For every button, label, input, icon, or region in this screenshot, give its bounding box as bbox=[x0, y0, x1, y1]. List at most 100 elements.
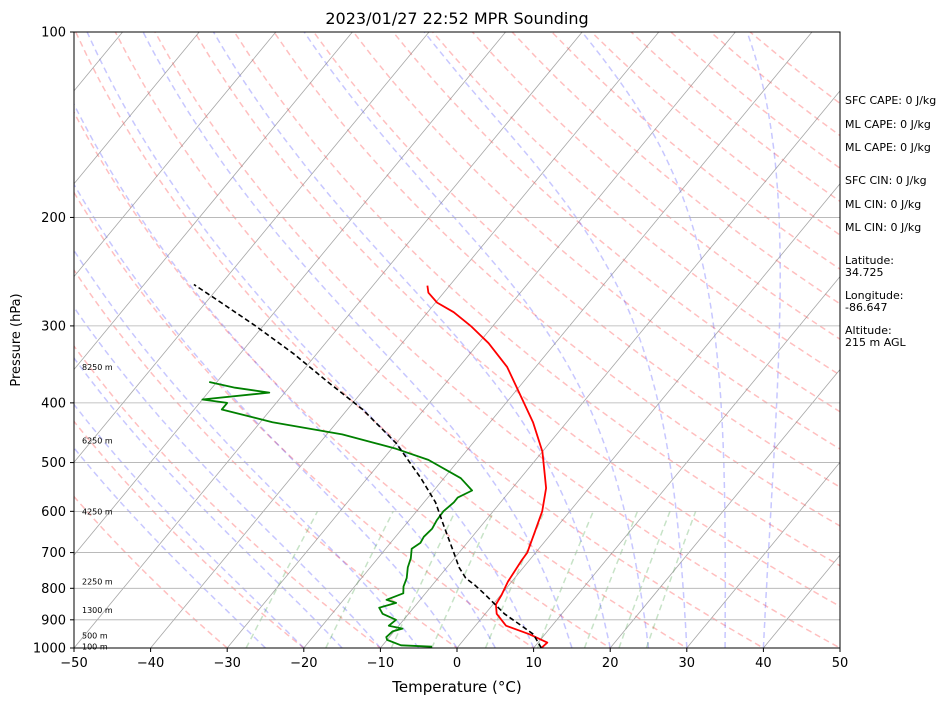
mixing-ratio-line bbox=[245, 510, 319, 648]
y-tick-label: 100 bbox=[41, 26, 66, 41]
height-label: 6250 m bbox=[82, 436, 113, 445]
x-tick-label: 10 bbox=[525, 656, 542, 671]
y-tick-label: 300 bbox=[41, 319, 66, 334]
height-label: 8250 m bbox=[82, 363, 113, 372]
ml-cape-text-2: ML CAPE: 0 J/kg bbox=[845, 141, 931, 154]
y-axis: 100 200 300 400 500 600 700 800 900 1000 bbox=[33, 26, 74, 657]
series-group bbox=[193, 283, 549, 648]
isotherm-line bbox=[74, 32, 353, 371]
isotherm-line bbox=[226, 32, 736, 648]
moist-adiabat-line bbox=[142, 32, 573, 648]
mixing-ratio-line bbox=[325, 510, 394, 648]
ml-cape-text-1: ML CAPE: 0 J/kg bbox=[845, 118, 931, 131]
dry-adiabat-line bbox=[194, 32, 840, 608]
latitude-value: 34.725 bbox=[845, 266, 884, 279]
dry-adiabat-line bbox=[511, 32, 840, 305]
y-tick-label: 600 bbox=[41, 505, 66, 520]
height-labels: 8250 m 6250 m 4250 m 2250 m 1300 m 500 m 100 m bbox=[82, 363, 113, 652]
y-tick-label: 400 bbox=[41, 396, 66, 411]
dry-adiabat-line bbox=[432, 32, 840, 377]
dry-adiabat-line bbox=[352, 32, 840, 450]
isotherm-line bbox=[74, 32, 200, 185]
longitude-label: Longitude: bbox=[845, 289, 903, 302]
isotherm-line bbox=[74, 32, 430, 463]
dry-adiabat-line bbox=[74, 344, 382, 648]
dry-adiabat-line bbox=[154, 32, 840, 648]
dry-adiabat-line bbox=[74, 420, 305, 648]
height-label: 500 m bbox=[82, 632, 108, 641]
x-tick-label: 50 bbox=[832, 656, 849, 671]
dewpoint-line bbox=[201, 381, 473, 648]
sfc-cape-text: SFC CAPE: 0 J/kg bbox=[845, 94, 936, 107]
y-tick-label: 700 bbox=[41, 546, 66, 561]
dry-adiabat-line bbox=[74, 268, 459, 648]
dry-adiabat-line bbox=[273, 32, 840, 527]
longitude-value: -86.647 bbox=[845, 301, 887, 314]
y-tick-label: 900 bbox=[41, 613, 66, 628]
x-axis-label: Temperature (°C) bbox=[391, 678, 521, 696]
side-panel: SFC CAPE: 0 J/kg ML CAPE: 0 J/kg ML CAPE… bbox=[845, 94, 936, 349]
moist-adiabat-line bbox=[746, 32, 781, 648]
dry-adiabat-line bbox=[74, 110, 612, 648]
moist-adiabat-line bbox=[74, 102, 496, 648]
height-label: 1300 m bbox=[82, 606, 113, 615]
chart-title: 2023/01/27 22:52 MPR Sounding bbox=[325, 9, 588, 28]
x-tick-label: 20 bbox=[602, 656, 619, 671]
dry-adiabat-line bbox=[74, 191, 535, 648]
moist-adiabat-line bbox=[74, 249, 420, 648]
x-tick-label: −20 bbox=[290, 656, 317, 671]
moist-adiabat-line bbox=[423, 32, 688, 648]
moist-adiabat-line bbox=[74, 356, 343, 648]
y-tick-label: 200 bbox=[41, 211, 66, 226]
ml-cin-text-1: ML CIN: 0 J/kg bbox=[845, 198, 921, 211]
x-tick-label: −50 bbox=[60, 656, 87, 671]
moist-adiabat-line bbox=[303, 32, 650, 648]
y-tick-label: 800 bbox=[41, 582, 66, 597]
latitude-label: Latitude: bbox=[845, 254, 894, 267]
moist-adiabat-line bbox=[212, 32, 611, 648]
moist-adiabat-line bbox=[74, 403, 305, 648]
isotherm-line bbox=[533, 275, 840, 648]
x-tick-label: −30 bbox=[213, 656, 240, 671]
isotherm-line bbox=[456, 183, 840, 648]
sfc-cin-text: SFC CIN: 0 J/kg bbox=[845, 174, 927, 187]
parcel-line bbox=[193, 283, 542, 648]
height-label: 100 m bbox=[82, 643, 108, 652]
grid-lines bbox=[74, 32, 840, 648]
altitude-value: 215 m AGL bbox=[845, 336, 907, 349]
x-tick-label: −10 bbox=[367, 656, 394, 671]
isotherm-line bbox=[380, 90, 840, 648]
isotherm-line bbox=[609, 368, 840, 648]
temperature-line bbox=[426, 285, 549, 648]
isotherm-line bbox=[74, 32, 583, 648]
height-label: 2250 m bbox=[82, 578, 113, 587]
y-axis-label: Pressure (hPa) bbox=[9, 293, 24, 386]
dry-adiabat-line bbox=[114, 32, 765, 648]
moist-adiabat-line bbox=[86, 32, 535, 648]
x-tick-label: 40 bbox=[755, 656, 772, 671]
moist-adiabat-line bbox=[74, 305, 381, 648]
altitude-label: Altitude: bbox=[845, 324, 892, 337]
x-tick-label: −40 bbox=[137, 656, 164, 671]
moist-adiabat-line bbox=[74, 446, 267, 648]
dry-adiabat-line bbox=[74, 495, 229, 648]
reference-lines bbox=[74, 32, 840, 648]
x-tick-label: 30 bbox=[679, 656, 696, 671]
moist-adiabat-line bbox=[74, 182, 458, 648]
y-tick-label: 500 bbox=[41, 456, 66, 471]
dry-adiabat-line bbox=[392, 32, 840, 413]
x-axis: −50 −40 −30 −20 −10 0 10 20 30 40 50 bbox=[60, 648, 848, 671]
x-tick-label: 0 bbox=[453, 656, 461, 671]
isotherm-line bbox=[74, 32, 277, 278]
mixing-ratio-line bbox=[645, 511, 697, 648]
isotherm-line bbox=[686, 461, 840, 648]
ml-cin-text-2: ML CIN: 0 J/kg bbox=[845, 221, 921, 234]
moist-adiabat-line bbox=[581, 32, 727, 648]
isotherm-line bbox=[150, 32, 660, 648]
isotherm-line bbox=[303, 32, 813, 648]
dry-adiabat-line bbox=[75, 32, 689, 648]
isotherm-line bbox=[74, 32, 506, 556]
y-tick-label: 1000 bbox=[33, 642, 66, 657]
height-label: 4250 m bbox=[82, 507, 113, 516]
